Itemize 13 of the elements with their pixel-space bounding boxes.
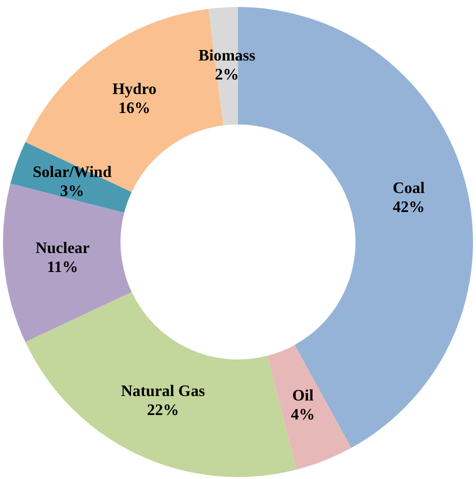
data-label: 11% — [46, 259, 78, 276]
data-label: 2% — [214, 66, 239, 84]
slice-label: Oil — [292, 388, 314, 405]
data-label: 3% — [60, 182, 84, 200]
slice-label: Biomass — [198, 48, 256, 65]
slice-label: Nuclear — [35, 240, 90, 258]
data-label: 42% — [392, 198, 425, 216]
slice-label: Hydro — [112, 81, 156, 98]
slice-label: Natural Gas — [120, 383, 205, 400]
slice-label: Coal — [392, 180, 426, 197]
data-label: 16% — [118, 100, 150, 118]
data-label: 4% — [290, 406, 315, 424]
data-label: 22% — [146, 402, 179, 420]
